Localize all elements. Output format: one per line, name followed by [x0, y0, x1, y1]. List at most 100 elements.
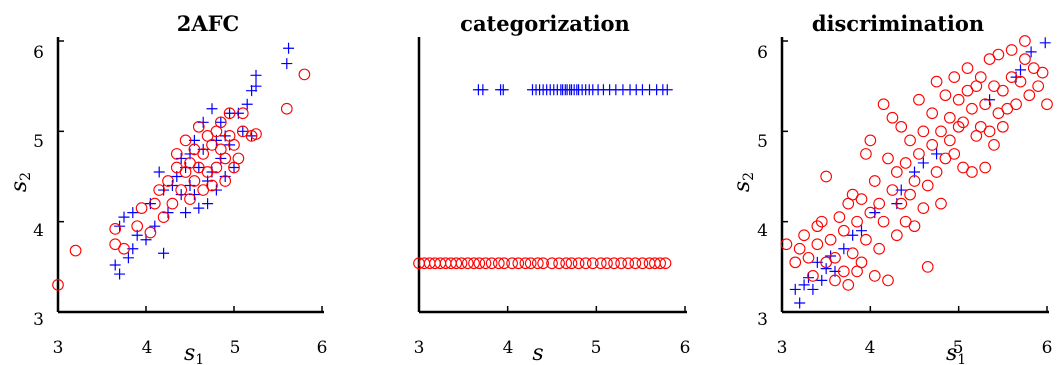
y-tick-label: 3: [33, 310, 44, 330]
y-tick-label: 5: [33, 132, 44, 152]
plus-marker: [193, 161, 205, 173]
circle-marker: [930, 75, 943, 88]
circle-marker: [873, 197, 886, 210]
y-tick-label: 5: [757, 132, 768, 152]
circle-marker: [1014, 75, 1027, 88]
circle-marker: [232, 152, 245, 165]
circle-marker: [815, 215, 828, 228]
circle-marker: [948, 148, 961, 160]
circle-marker: [629, 257, 642, 270]
circle-marker: [789, 256, 802, 269]
circle-marker: [820, 170, 833, 183]
x-tick-label: 5: [230, 338, 241, 358]
circle-marker: [877, 215, 890, 228]
circle-marker: [236, 107, 249, 120]
x-tick-label: 4: [503, 338, 514, 358]
circle-marker: [908, 220, 921, 233]
panel-categorization: categorization 3 4 5 6 s: [413, 11, 691, 365]
plus-marker: [250, 80, 262, 92]
plus-marker: [109, 259, 121, 271]
circle-marker: [52, 279, 64, 291]
circle-marker: [219, 152, 232, 165]
plus-marker: [114, 268, 126, 280]
x-tick-label: 5: [953, 338, 964, 358]
circle-marker: [135, 202, 148, 214]
circle-marker: [659, 257, 672, 270]
circle-marker: [1041, 98, 1053, 111]
plus-marker: [1015, 64, 1026, 76]
circle-marker: [921, 260, 934, 273]
plus-marker: [789, 283, 801, 295]
circle-marker: [553, 257, 565, 270]
x-tick-label: 4: [865, 338, 876, 358]
plot-area: [413, 37, 687, 314]
circle-marker: [957, 116, 969, 129]
plus-marker: [1039, 37, 1051, 49]
panel-2afc: 2AFC 3 4 5 6 3 4 5 6 s1 s2: [7, 11, 327, 365]
circle-marker: [996, 120, 1009, 133]
plus-marker: [283, 42, 295, 54]
circle-marker: [579, 257, 592, 270]
x-tick-label: 6: [680, 338, 691, 358]
circle-marker: [1010, 98, 1022, 111]
plus-marker: [219, 171, 231, 182]
x-tick-label: 4: [142, 338, 153, 358]
circle-marker: [974, 71, 987, 83]
circle-marker: [833, 211, 846, 223]
circle-marker: [519, 257, 532, 270]
circle-marker: [846, 247, 859, 260]
circle-marker: [1036, 66, 1049, 79]
y-tick-label: 3: [757, 310, 768, 330]
circle-marker: [886, 111, 899, 124]
plus-marker: [1025, 46, 1037, 58]
circle-marker: [69, 244, 82, 257]
circle-marker: [860, 233, 872, 246]
y-tick-label: 4: [757, 221, 768, 241]
plus-marker: [807, 283, 819, 295]
circle-marker: [461, 257, 474, 270]
plus-marker: [162, 207, 174, 219]
circle-marker: [935, 125, 947, 138]
circle-marker: [144, 226, 157, 239]
circle-marker: [864, 134, 877, 147]
circle-marker: [917, 202, 930, 214]
x-tick-label: 3: [777, 338, 788, 358]
circle-marker: [223, 107, 236, 120]
circle-marker: [873, 242, 886, 255]
plus-marker: [127, 207, 139, 219]
circle-marker: [793, 242, 806, 255]
y-tick-label: 6: [33, 43, 44, 63]
circle-marker: [479, 257, 492, 270]
x-axis-label: s1: [184, 341, 204, 365]
circle-marker: [930, 166, 943, 178]
circle-marker: [586, 257, 599, 270]
circle-marker: [996, 84, 1009, 97]
panel-discrimination: discrimination 3 4 5 6 3 4 5 6 s1 s2: [730, 11, 1053, 365]
plus-marker: [193, 202, 205, 214]
circle-marker: [829, 251, 841, 264]
circle-marker: [904, 134, 916, 147]
circle-marker: [926, 107, 939, 120]
plus-marker: [798, 279, 810, 291]
circle-marker: [565, 257, 578, 270]
x-tick-label: 5: [591, 338, 602, 358]
plus-marker: [816, 274, 828, 286]
circle-marker: [601, 257, 613, 270]
circle-marker: [882, 274, 894, 287]
plus-marker: [197, 116, 209, 128]
plus-marker: [166, 180, 178, 192]
circle-marker: [811, 238, 824, 251]
circle-marker: [983, 125, 996, 138]
plus-marker: [184, 180, 196, 192]
plus-marker: [847, 229, 859, 241]
circle-marker: [219, 175, 232, 187]
circle-marker: [153, 184, 166, 196]
circle-marker: [170, 148, 183, 160]
circle-marker: [935, 197, 947, 210]
plot-area: [52, 37, 324, 314]
circle-marker: [948, 71, 961, 83]
circle-marker: [546, 257, 558, 270]
circle-marker: [608, 257, 620, 270]
circle-marker: [939, 89, 952, 102]
